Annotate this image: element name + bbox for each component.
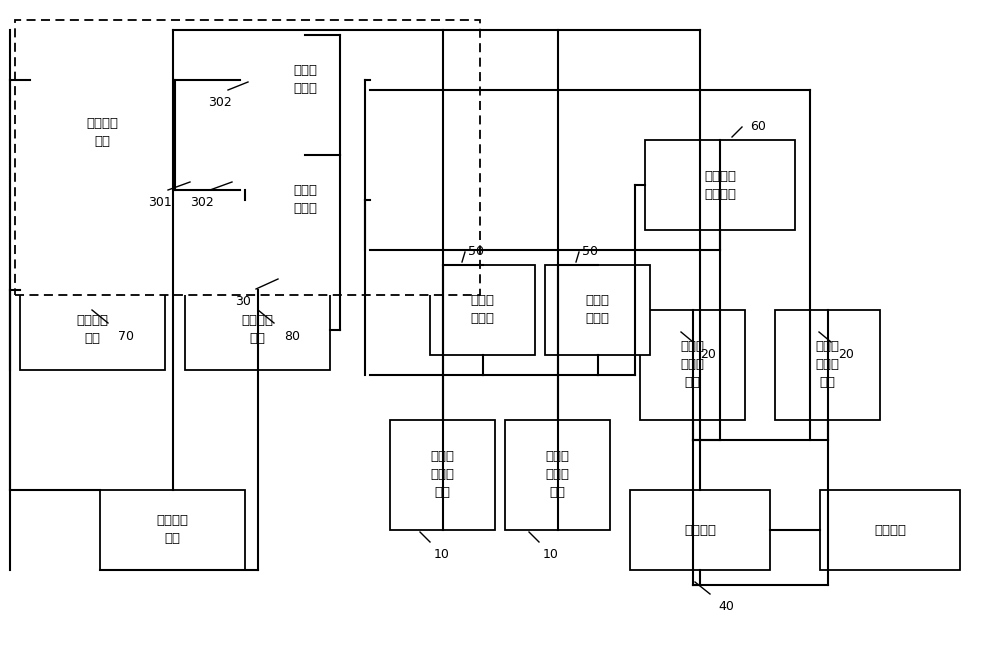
Text: 第二电
压检测
电路: 第二电 压检测 电路: [816, 341, 840, 389]
Bar: [185, 290, 330, 370]
Bar: [430, 265, 535, 355]
Bar: [630, 490, 770, 570]
Text: 50: 50: [582, 245, 598, 258]
Bar: [240, 155, 370, 245]
Text: 电压输出
电路: 电压输出 电路: [156, 515, 188, 545]
Bar: [640, 310, 745, 420]
Text: 80: 80: [284, 330, 300, 343]
Text: 70: 70: [118, 330, 134, 343]
Text: 20: 20: [700, 348, 716, 361]
Text: 开关电路: 开关电路: [684, 523, 716, 536]
Bar: [505, 420, 610, 530]
Text: 302: 302: [208, 96, 232, 109]
Text: 负载电路: 负载电路: [874, 523, 906, 536]
Text: 反灌判断
电路: 反灌判断 电路: [87, 117, 119, 148]
Bar: [240, 35, 370, 125]
Bar: [545, 265, 650, 355]
Text: 30: 30: [235, 295, 251, 308]
Bar: [30, 80, 175, 185]
Text: 50: 50: [468, 245, 484, 258]
Text: 第一电
压检测
电路: 第一电 压检测 电路: [546, 450, 570, 499]
Bar: [645, 140, 795, 230]
Text: 40: 40: [718, 600, 734, 613]
Text: 第二电
压检测
电路: 第二电 压检测 电路: [680, 341, 704, 389]
Text: 原边驱动
电路: 原边驱动 电路: [76, 315, 108, 346]
Bar: [820, 490, 960, 570]
Text: 301: 301: [148, 196, 172, 209]
Bar: [100, 490, 245, 570]
Bar: [775, 310, 880, 420]
Text: 10: 10: [543, 548, 559, 561]
Text: 模数转
换电路: 模数转 换电路: [293, 64, 317, 96]
Text: 反向电流
比较电路: 反向电流 比较电路: [704, 170, 736, 200]
Text: 10: 10: [434, 548, 450, 561]
Text: 第一电
压检测
电路: 第一电 压检测 电路: [430, 450, 454, 499]
Text: 电流检
测电路: 电流检 测电路: [586, 294, 610, 326]
Text: 302: 302: [190, 196, 214, 209]
Bar: [390, 420, 495, 530]
Text: 模数转
换电路: 模数转 换电路: [293, 185, 317, 216]
Text: 60: 60: [750, 120, 766, 133]
Bar: [15, 20, 480, 295]
Text: 20: 20: [838, 348, 854, 361]
Bar: [20, 290, 165, 370]
Text: 副边驱动
电路: 副边驱动 电路: [242, 315, 274, 346]
Text: 电流检
测电路: 电流检 测电路: [471, 294, 494, 326]
